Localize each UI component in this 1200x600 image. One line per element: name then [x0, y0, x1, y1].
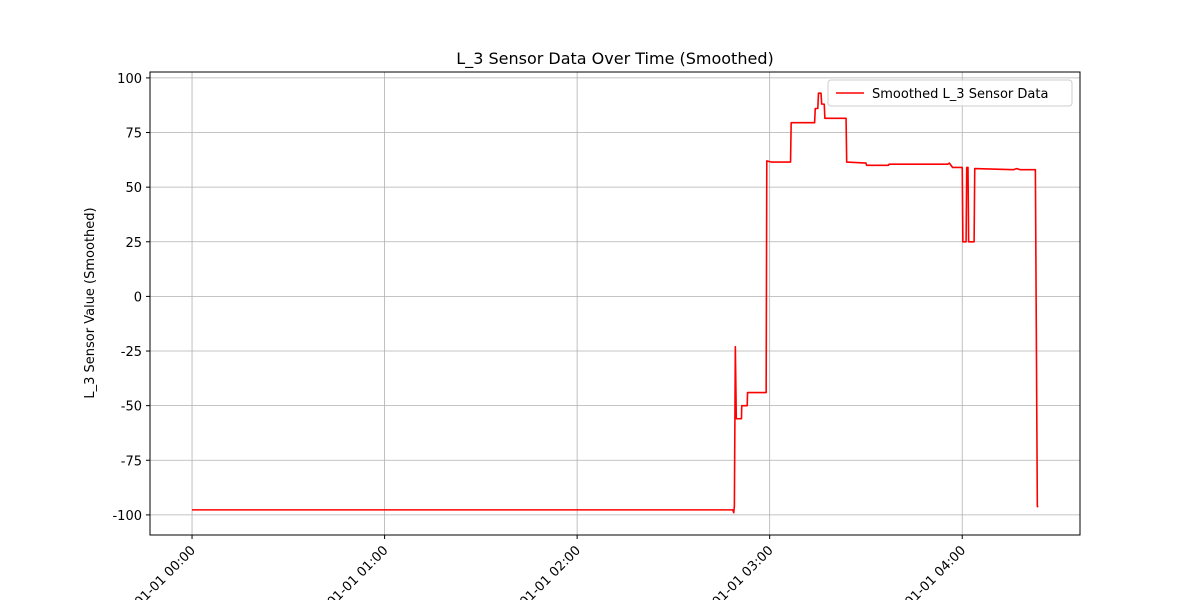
chart-title: L_3 Sensor Data Over Time (Smoothed): [456, 49, 773, 69]
x-tick-label: 01-01 01:00: [325, 543, 392, 600]
legend-label: Smoothed L_3 Sensor Data: [872, 87, 1048, 102]
legend: Smoothed L_3 Sensor Data: [827, 79, 1073, 107]
y-tick-label: -25: [121, 345, 142, 360]
y-tick-label: 25: [125, 236, 142, 251]
y-tick-label: -100: [112, 509, 142, 524]
y-axis-label: L_3 Sensor Value (Smoothed): [83, 207, 98, 398]
y-tick-label: 0: [134, 290, 142, 305]
y-tick-label: -75: [121, 454, 142, 469]
y-tick-label: -50: [121, 400, 142, 415]
plot-frame: [149, 71, 1081, 536]
y-tick-label: 50: [125, 181, 142, 196]
y-tick-label: 100: [117, 72, 142, 87]
x-tick-label: 01-01 03:00: [710, 543, 777, 600]
x-tick-label: 01-01 04:00: [902, 543, 969, 600]
x-tick-label: 01-01 02:00: [517, 543, 584, 600]
data-line: [192, 92, 1039, 514]
y-tick-label: 75: [125, 127, 142, 142]
legend-box: [827, 79, 1073, 107]
x-tick-label: 01-01 00:00: [132, 543, 199, 600]
